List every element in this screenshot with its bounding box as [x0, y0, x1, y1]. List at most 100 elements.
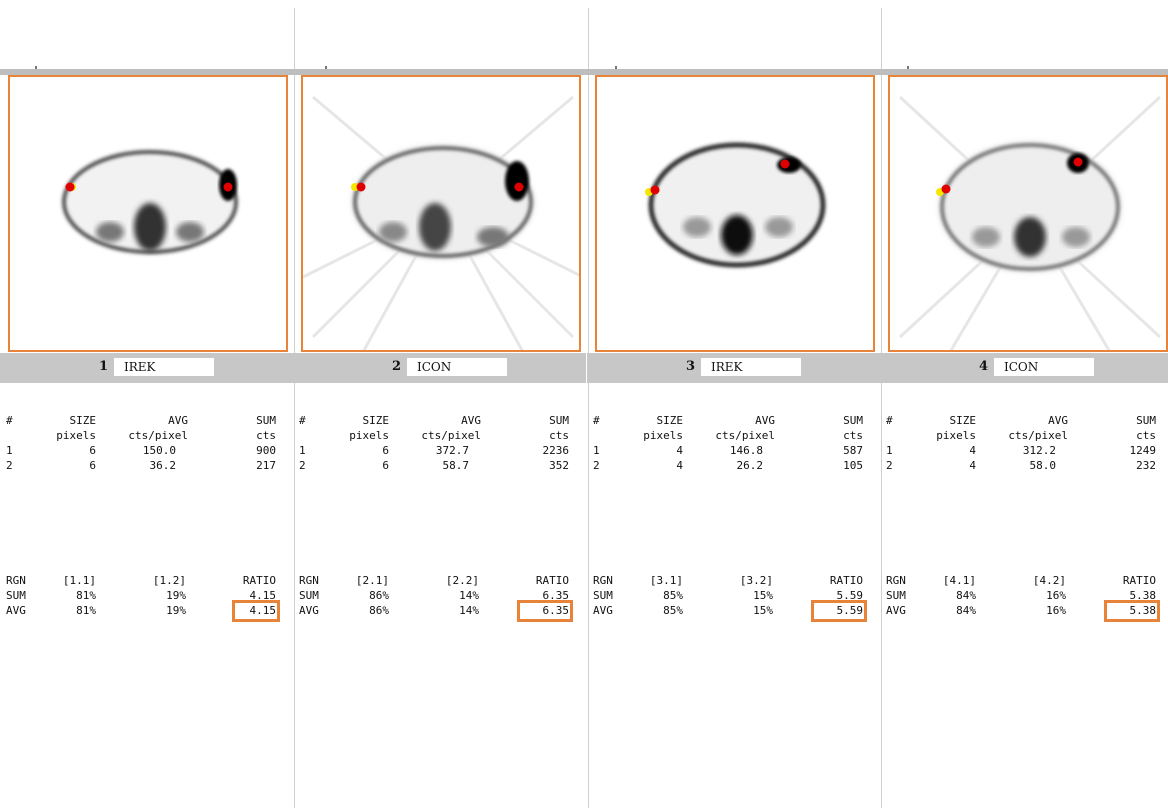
ratio-row-value: 6.35 — [542, 604, 570, 617]
image-label[interactable]: ICON — [994, 358, 1094, 376]
row-size: 6 — [382, 459, 389, 472]
col-header-size: SIZE — [949, 414, 977, 427]
ratio-header-rgn: RGN — [886, 574, 906, 587]
col-header-id: # — [593, 414, 600, 427]
row-size: 6 — [89, 444, 96, 457]
scan-image-1[interactable] — [8, 75, 288, 352]
col-header-avg: AVG — [1048, 414, 1068, 427]
ratio-row-label: SUM — [886, 589, 906, 602]
top-band — [0, 69, 1168, 75]
ratio-row-value: 4.15 — [249, 589, 277, 602]
row-id: 1 — [6, 444, 13, 457]
row-sum: 2236 — [542, 444, 570, 457]
ratio-row-label: AVG — [886, 604, 906, 617]
ratio-row-label: SUM — [299, 589, 319, 602]
row-sum: 352 — [549, 459, 569, 472]
image-label[interactable]: IREK — [701, 358, 801, 376]
scan-panel-4: 4 ICON — [880, 75, 1168, 807]
scan-image-2[interactable] — [301, 75, 581, 352]
row-size: 6 — [382, 444, 389, 457]
tick-mark — [35, 66, 37, 69]
ratio-row-label: SUM — [593, 589, 613, 602]
row-size: 4 — [676, 459, 683, 472]
col-header-sum: SUM — [843, 414, 863, 427]
col-sub-sum: cts — [256, 429, 276, 442]
ratio-header-ratio: RATIO — [535, 574, 569, 587]
col-header-id: # — [299, 414, 306, 427]
ratio-header-rgn: RGN — [6, 574, 26, 587]
ratio-row-b: 19% — [166, 604, 186, 617]
ratio-row-b: 14% — [459, 604, 479, 617]
row-avg: 36.2 — [149, 459, 177, 472]
ratio-row-a: 84% — [956, 589, 976, 602]
label-bar: 4 ICON — [880, 353, 1168, 383]
image-label[interactable]: IREK — [114, 358, 214, 376]
ratio-row-value: 5.38 — [1129, 604, 1157, 617]
row-avg: 58.7 — [442, 459, 470, 472]
label-bar: 3 IREK — [587, 353, 880, 383]
ratio-header-b: [4.2] — [1032, 574, 1066, 587]
image-number: 1 — [98, 359, 108, 374]
row-avg: 150.0 — [142, 444, 176, 457]
ratio-row-value: 6.35 — [542, 589, 570, 602]
row-id: 2 — [6, 459, 13, 472]
col-header-id: # — [886, 414, 893, 427]
scan-image-3[interactable] — [595, 75, 875, 352]
col-header-size: SIZE — [69, 414, 97, 427]
scan-panel-3: 3 IREK — [587, 75, 880, 807]
ratio-row-value: 5.59 — [836, 604, 864, 617]
ratio-row-a: 85% — [663, 604, 683, 617]
ratio-row-a: 85% — [663, 589, 683, 602]
ratio-highlight — [517, 600, 573, 622]
tick-mark — [325, 66, 327, 69]
ratio-row-b: 19% — [166, 589, 186, 602]
ratio-header-a: [3.1] — [649, 574, 683, 587]
ratio-highlight — [1104, 600, 1160, 622]
col-sub-avg: cts/pixel — [715, 429, 775, 442]
ratio-header-rgn: RGN — [299, 574, 319, 587]
row-avg: 58.0 — [1029, 459, 1057, 472]
ratio-header-b: [2.2] — [445, 574, 479, 587]
ratio-header-rgn: RGN — [593, 574, 613, 587]
ratio-header-a: [1.1] — [62, 574, 96, 587]
col-header-sum: SUM — [549, 414, 569, 427]
ratio-row-b: 16% — [1046, 604, 1066, 617]
tick-mark — [615, 66, 617, 69]
row-size: 4 — [676, 444, 683, 457]
ratio-row-b: 15% — [753, 589, 773, 602]
row-size: 4 — [969, 459, 976, 472]
ratio-header-ratio: RATIO — [242, 574, 276, 587]
col-sub-avg: cts/pixel — [1008, 429, 1068, 442]
row-sum: 587 — [843, 444, 863, 457]
ratio-header-a: [2.1] — [355, 574, 389, 587]
row-sum: 217 — [256, 459, 276, 472]
col-sub-size: pixels — [643, 429, 683, 442]
stats-table-4: # SIZE AVG SUM pixels cts/pixel cts 1 4 312.2 1249… — [886, 414, 1168, 664]
row-avg: 146.8 — [729, 444, 763, 457]
image-number: 3 — [685, 359, 695, 374]
scan-panel-2: 2 ICON — [293, 75, 586, 807]
ratio-header-b: [1.2] — [152, 574, 186, 587]
scan-image-4[interactable] — [888, 75, 1168, 352]
ratio-row-a: 86% — [369, 604, 389, 617]
tick-mark — [907, 66, 909, 69]
row-id: 1 — [593, 444, 600, 457]
image-number: 2 — [391, 359, 401, 374]
col-header-id: # — [6, 414, 13, 427]
row-id: 2 — [593, 459, 600, 472]
row-sum: 232 — [1136, 459, 1156, 472]
row-id: 1 — [299, 444, 306, 457]
col-sub-sum: cts — [1136, 429, 1156, 442]
ratio-header-a: [4.1] — [942, 574, 976, 587]
row-size: 4 — [969, 444, 976, 457]
col-sub-size: pixels — [936, 429, 976, 442]
label-bar: 2 ICON — [293, 353, 586, 383]
col-sub-avg: cts/pixel — [421, 429, 481, 442]
col-sub-size: pixels — [56, 429, 96, 442]
image-label[interactable]: ICON — [407, 358, 507, 376]
row-size: 6 — [89, 459, 96, 472]
scan-panel-1: 1 IREK — [0, 75, 293, 807]
col-header-size: SIZE — [362, 414, 390, 427]
col-header-sum: SUM — [1136, 414, 1156, 427]
ratio-row-label: AVG — [299, 604, 319, 617]
